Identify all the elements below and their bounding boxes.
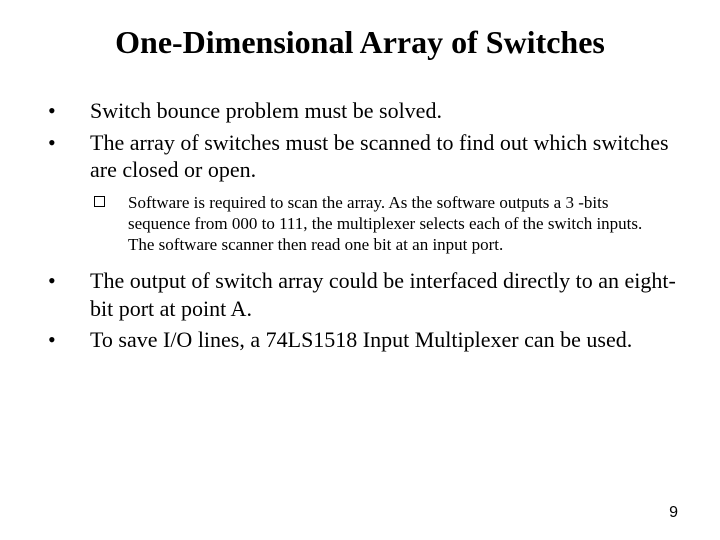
bullet-text: The output of switch array could be inte… — [90, 267, 680, 322]
bullet-dot-icon: • — [40, 267, 90, 295]
slide-container: One-Dimensional Array of Switches • Swit… — [0, 0, 720, 540]
slide-title: One-Dimensional Array of Switches — [70, 24, 650, 61]
sub-list-item: Software is required to scan the array. … — [40, 192, 680, 256]
bullet-dot-icon: • — [40, 326, 90, 354]
main-bullet-list: • Switch bounce problem must be solved. … — [40, 97, 680, 354]
page-number: 9 — [669, 504, 678, 522]
list-item: • Switch bounce problem must be solved. — [40, 97, 680, 125]
bullet-text: To save I/O lines, a 74LS1518 Input Mult… — [90, 326, 680, 354]
bullet-dot-icon: • — [40, 129, 90, 157]
list-item: • The output of switch array could be in… — [40, 267, 680, 322]
list-item: • The array of switches must be scanned … — [40, 129, 680, 184]
list-item: • To save I/O lines, a 74LS1518 Input Mu… — [40, 326, 680, 354]
bullet-dot-icon: • — [40, 97, 90, 125]
bullet-text: The array of switches must be scanned to… — [90, 129, 680, 184]
square-bullet-icon — [94, 192, 128, 213]
bullet-text: Switch bounce problem must be solved. — [90, 97, 680, 125]
sub-bullet-text: Software is required to scan the array. … — [128, 192, 680, 256]
